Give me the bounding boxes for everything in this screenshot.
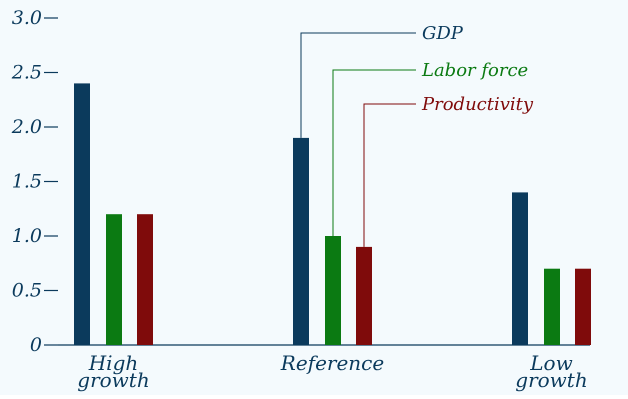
y-tick-label-1-5: 1.5 (12, 171, 42, 193)
y-tick-label-3-0: 3.0 (12, 7, 42, 29)
y-tick-label-0: 0 (30, 334, 42, 356)
bar-productivity-reference (356, 246, 372, 345)
bar-gdp-reference (293, 137, 309, 345)
x-tick-label-low-growth-line-2: growth (515, 368, 587, 392)
y-tick-label-0-5: 0.5 (12, 280, 42, 302)
y-tick-label-2-5: 2.5 (11, 62, 42, 84)
legend-label-gdp: GDP (422, 23, 464, 44)
legend-callouts: GDP Labor force Productivity (300, 23, 534, 247)
bar-labor-force-reference (325, 236, 341, 345)
legend-label-labor-force: Labor force (421, 60, 528, 81)
legend-leader-productivity (363, 103, 416, 247)
bar-gdp-high-growth (74, 83, 90, 346)
bar-gdp-low-growth (512, 192, 528, 345)
legend-leader-labor-force (332, 69, 416, 236)
bar-productivity-high-growth (137, 214, 153, 345)
bar-productivity-low-growth (575, 268, 591, 345)
x-tick-label-high-growth-line-1: High (88, 351, 139, 375)
legend-label-productivity: Productivity (421, 94, 534, 115)
legend-leader-gdp (300, 32, 416, 138)
x-tick-label-low-growth-line-1: Low (529, 351, 572, 375)
bar-labor-force-high-growth (106, 214, 122, 345)
bars (74, 83, 591, 346)
x-tick-label-high-growth-line-2: growth (77, 368, 149, 392)
y-tick-label-1-0: 1.0 (12, 225, 42, 247)
x-tick-label-reference-line-1: Reference (280, 351, 384, 375)
y-axis: 0 0.5 1.0 1.5 2.0 2.5 3.0 (11, 7, 58, 356)
bar-labor-force-low-growth (544, 268, 560, 345)
y-tick-label-2-0: 2.0 (11, 116, 42, 138)
